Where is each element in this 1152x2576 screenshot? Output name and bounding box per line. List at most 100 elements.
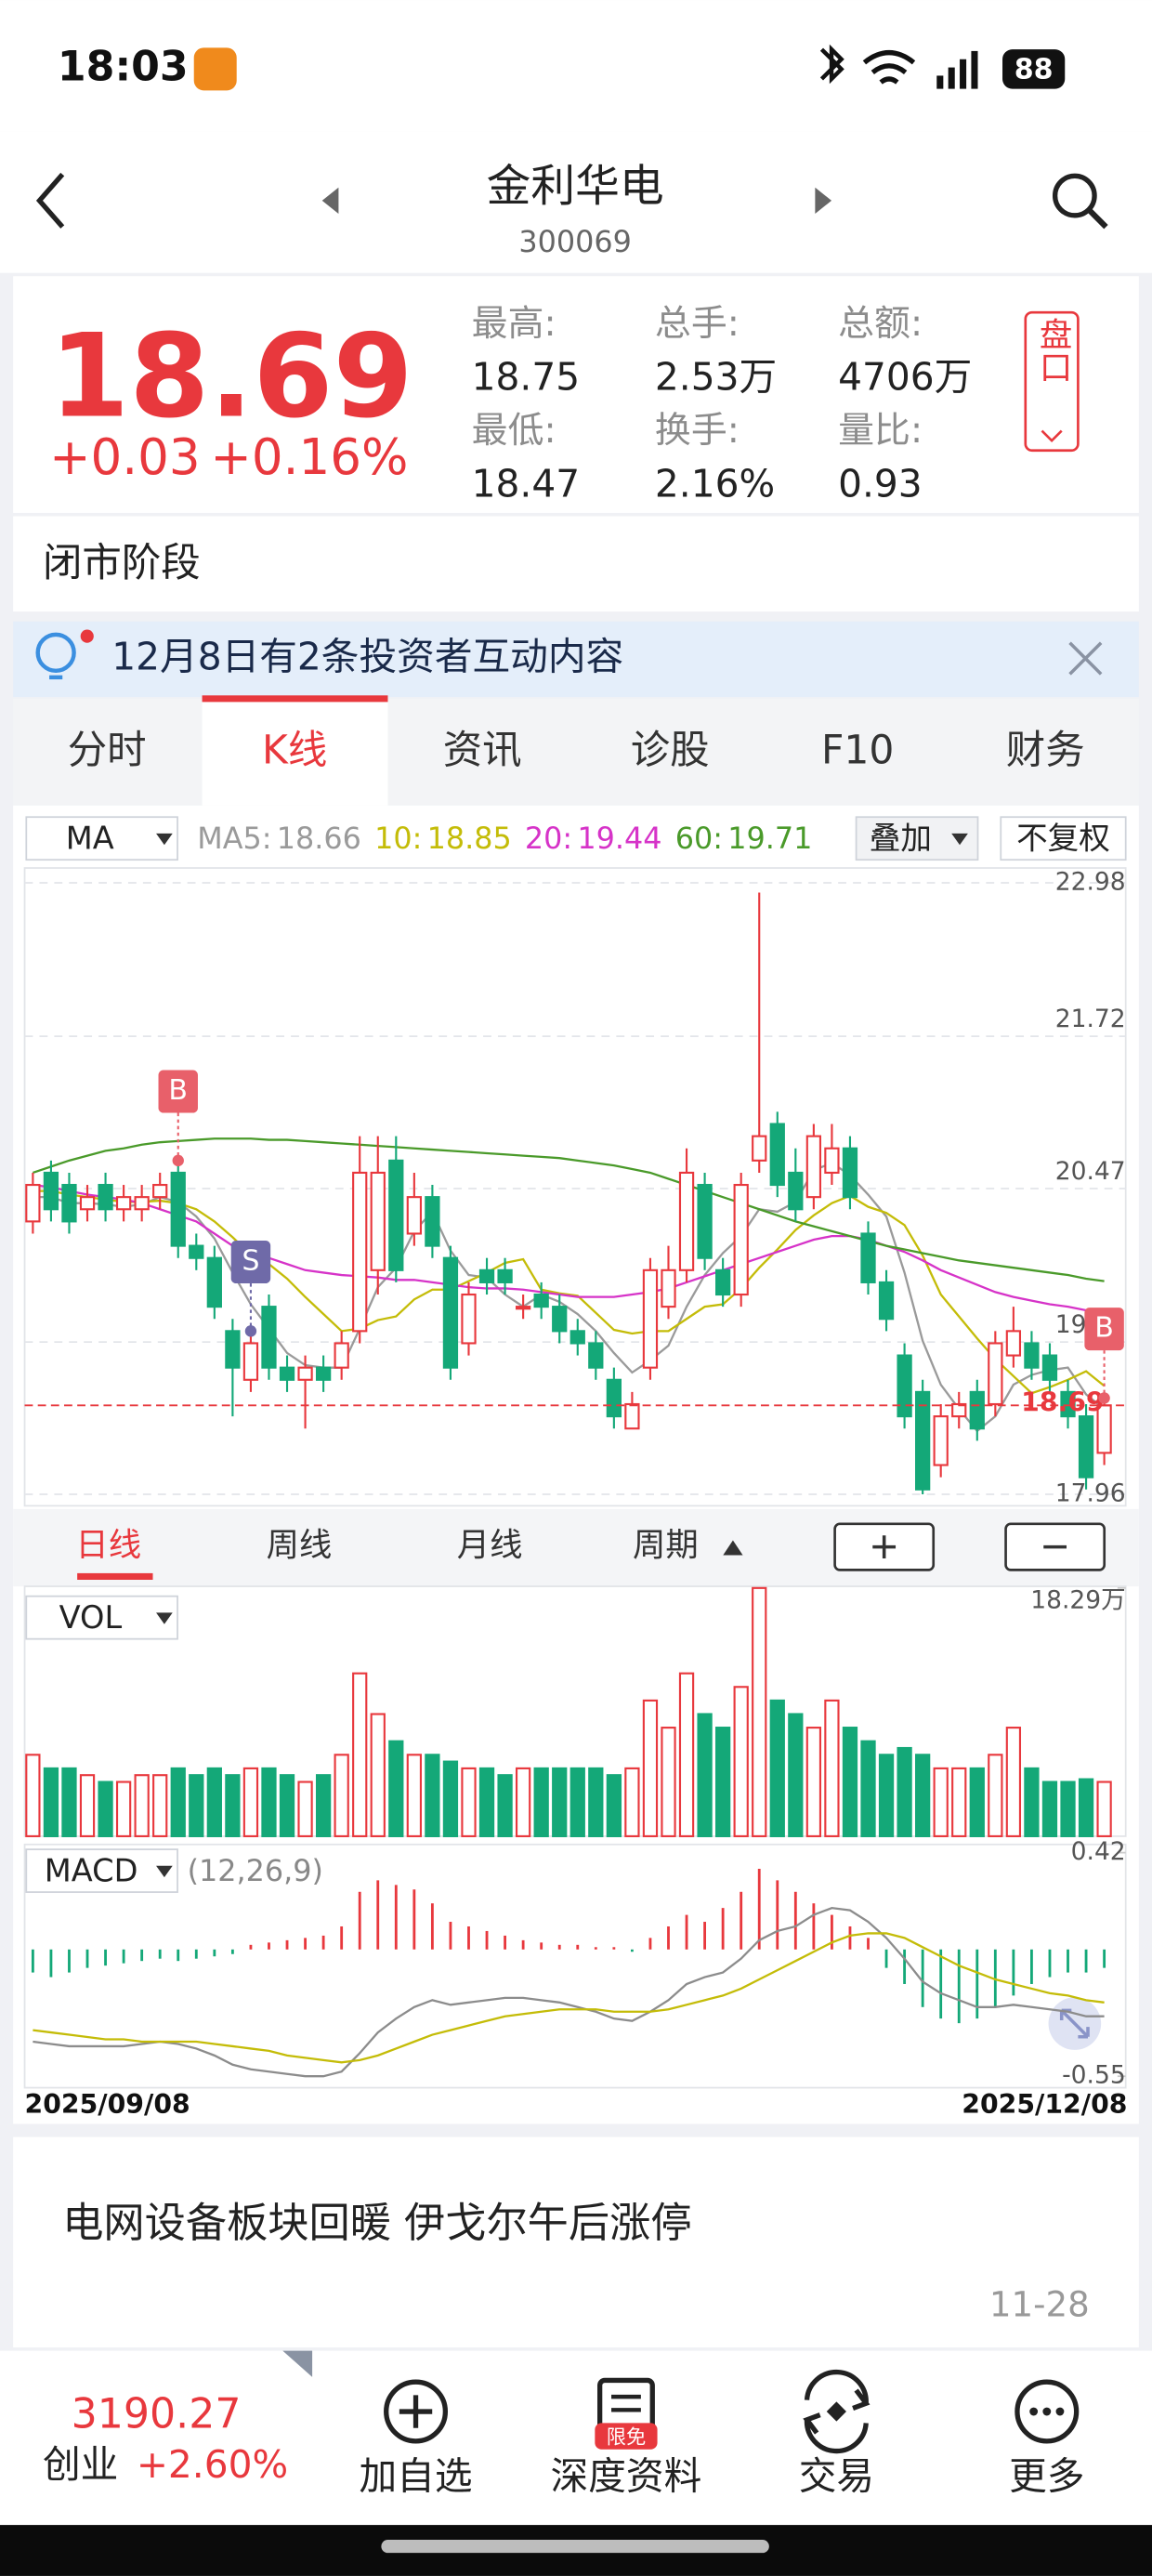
bulb-icon xyxy=(35,632,76,673)
tab[interactable]: K线 xyxy=(262,729,327,774)
volume-bar xyxy=(170,1767,186,1837)
candle-body xyxy=(915,1390,931,1491)
indicator-select[interactable] xyxy=(25,816,178,861)
search-button[interactable] xyxy=(1052,173,1097,218)
volume-bar xyxy=(715,1727,731,1837)
period[interactable]: 日线 xyxy=(75,1527,141,1565)
volume-bar xyxy=(824,1699,840,1837)
candle-body xyxy=(425,1196,440,1247)
volume-bar xyxy=(315,1774,332,1837)
candle-body xyxy=(515,1306,531,1310)
battery xyxy=(1002,49,1066,89)
period[interactable]: 周期 xyxy=(633,1527,699,1565)
more-dots xyxy=(1029,2407,1065,2416)
candle-body xyxy=(206,1256,222,1308)
stat-label: 换手: xyxy=(655,410,740,452)
volume-bar xyxy=(588,1767,604,1837)
macd-line xyxy=(33,1906,1105,2078)
more-icon[interactable] xyxy=(1015,2379,1080,2444)
stat-label: 最低: xyxy=(472,410,556,452)
candle-body xyxy=(933,1415,949,1466)
volume-bar xyxy=(915,1754,931,1837)
start-date: 2025/09/08 xyxy=(25,2089,190,2120)
price-change-pct: +0.16% xyxy=(210,428,408,486)
volume-bar xyxy=(951,1767,967,1837)
candle-body xyxy=(788,1171,804,1211)
index-value: 3190.27 xyxy=(72,2390,242,2438)
volume-bar xyxy=(25,1754,41,1837)
vol-select[interactable] xyxy=(25,1595,178,1640)
notice-bar[interactable] xyxy=(13,621,1139,698)
zoom-in-icon xyxy=(872,1535,897,1558)
macd-name: MACD xyxy=(45,1852,138,1888)
candle-body xyxy=(225,1330,241,1369)
notice-close[interactable] xyxy=(1068,641,1103,676)
bottom-actions: 加自选 深度资料 交易 更多 xyxy=(360,2454,1085,2499)
y-tick-label: 21.72 xyxy=(1055,1005,1126,1033)
dropdown-arrow xyxy=(951,833,968,846)
candle-body xyxy=(1005,1330,1022,1357)
trade-marker-label: S xyxy=(242,1245,259,1278)
indicator-name: MA xyxy=(66,820,114,856)
tab[interactable]: 财务 xyxy=(1006,729,1085,774)
candle-body xyxy=(25,1183,41,1223)
phase-panel xyxy=(13,516,1139,612)
news-item[interactable] xyxy=(13,2136,1139,2348)
volume-bar xyxy=(152,1774,168,1837)
prev-stock[interactable] xyxy=(321,187,339,215)
candle-body xyxy=(134,1196,150,1211)
volume-bar xyxy=(606,1774,622,1837)
tab-bar xyxy=(13,698,1139,806)
volume-bar xyxy=(878,1754,895,1837)
last-price-label: 18.69 xyxy=(1021,1387,1105,1418)
marker-dot xyxy=(1098,1392,1110,1404)
badge-label: 限免 xyxy=(607,2425,646,2449)
wifi-icon xyxy=(862,50,916,85)
candle-body xyxy=(406,1196,422,1235)
y-tick-label: 0.42 xyxy=(1071,1837,1126,1866)
volume-bar xyxy=(189,1774,204,1837)
candle-body xyxy=(988,1342,1003,1406)
adjust-button[interactable] xyxy=(1000,816,1127,861)
volume-bar xyxy=(788,1713,804,1837)
stat-value: 0.93 xyxy=(838,462,923,506)
quote-panel xyxy=(13,276,1139,513)
next-stock[interactable] xyxy=(815,187,832,215)
tab[interactable]: F10 xyxy=(821,729,894,774)
volume-bar xyxy=(897,1746,912,1837)
volume-bar xyxy=(98,1781,113,1837)
ma-line xyxy=(33,1137,1105,1282)
dropdown-arrow xyxy=(156,833,173,846)
candle-body xyxy=(733,1183,749,1296)
legend-value: 19.71 xyxy=(727,821,812,856)
orderbook-button[interactable] xyxy=(1024,310,1080,453)
tab[interactable]: 诊股 xyxy=(631,729,710,774)
volume-bar xyxy=(370,1713,386,1837)
stat-value: 18.47 xyxy=(472,462,580,506)
candle-body xyxy=(533,1293,549,1308)
candle-body xyxy=(715,1268,731,1296)
index-name: 创业 xyxy=(43,2442,118,2487)
trade-marker-label: B xyxy=(1094,1312,1114,1345)
status-time: 18:03 xyxy=(58,43,189,90)
period[interactable]: 月线 xyxy=(457,1527,523,1565)
stat-value: 18.75 xyxy=(472,355,580,400)
tab[interactable]: 资讯 xyxy=(443,729,522,774)
tab[interactable]: 分时 xyxy=(68,729,147,774)
trade-icon[interactable] xyxy=(803,2369,871,2454)
home-indicator[interactable] xyxy=(381,2540,769,2554)
marker-dot xyxy=(244,1325,257,1337)
back-button[interactable] xyxy=(35,172,65,229)
price-change: +0.03 xyxy=(49,428,201,486)
candle-body xyxy=(1078,1415,1094,1479)
watchlist-icon[interactable] xyxy=(384,2379,449,2444)
doc-lines xyxy=(611,2394,641,2412)
period[interactable]: 周线 xyxy=(267,1527,333,1565)
news-date: 11-28 xyxy=(989,2284,1090,2324)
volume-bar xyxy=(661,1727,676,1837)
volume-bar xyxy=(406,1754,422,1837)
candle-body xyxy=(115,1196,132,1211)
candle-body xyxy=(569,1330,585,1345)
macd-select[interactable] xyxy=(25,1848,178,1893)
index-change: +2.60% xyxy=(137,2442,288,2487)
